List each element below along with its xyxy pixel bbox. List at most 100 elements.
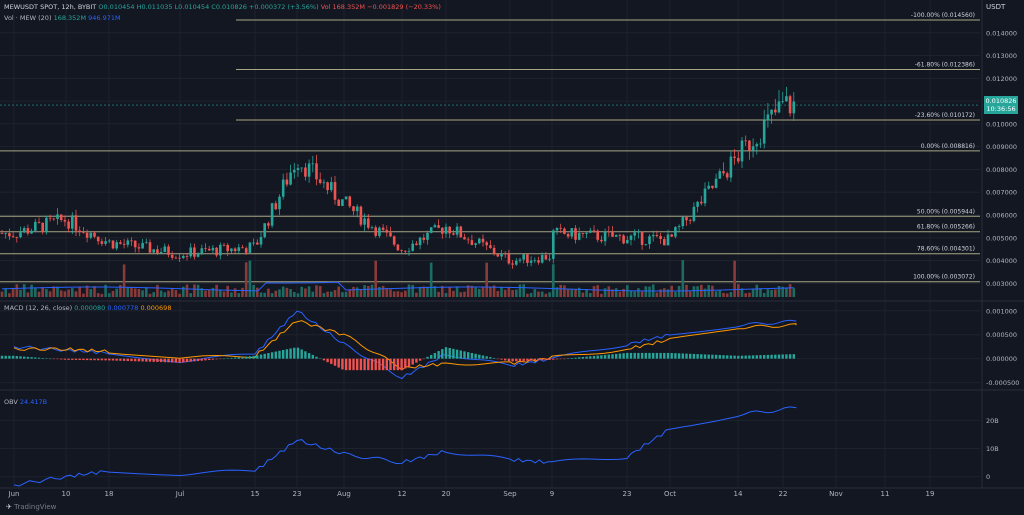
candle-body <box>315 163 318 180</box>
candle-body <box>474 243 477 245</box>
volume-bar <box>300 286 303 297</box>
candle-body <box>122 243 126 245</box>
volume-bar <box>603 288 607 297</box>
macd-histogram-bar <box>370 358 374 371</box>
volume-bar <box>563 285 566 297</box>
macd-histogram-bar <box>696 354 699 359</box>
candle-body <box>774 109 777 113</box>
macd-histogram-bar <box>570 357 573 359</box>
macd-histogram-bar <box>663 352 666 359</box>
candle-body <box>226 244 229 252</box>
macd-histogram-bar <box>285 349 289 359</box>
macd-histogram-bar <box>293 347 296 359</box>
symbol-name[interactable]: MEWUSDT SPOT, 12h, BYBIT <box>4 3 97 11</box>
volume-bar <box>96 293 100 297</box>
volume-bar <box>537 291 540 297</box>
macd-histogram-bar <box>500 358 503 360</box>
macd-histogram-bar <box>337 358 340 368</box>
series-line-macd <box>13 310 797 380</box>
candle-body <box>185 256 189 257</box>
macd-label[interactable]: MACD (12, 26, close) <box>4 304 73 312</box>
fib-level-label: 50.00% (0.005944) <box>917 208 975 215</box>
fib-level-label: -23.60% (0.010172) <box>915 112 975 119</box>
candle-body <box>674 227 677 237</box>
volume-bar <box>474 287 477 297</box>
volume-bar <box>370 284 374 297</box>
candle-body <box>256 242 259 245</box>
volume-bar <box>614 288 618 297</box>
candle-body <box>659 236 662 240</box>
macd-histogram-bar <box>163 358 166 363</box>
volume-bar <box>522 284 525 297</box>
volume-bar <box>122 264 126 297</box>
macd-histogram-bar <box>8 355 11 359</box>
candle-body <box>470 240 474 245</box>
candle-body <box>748 140 751 151</box>
vol2-change: −0.001829 (−20.33%) <box>367 3 441 11</box>
candle-body <box>170 254 174 258</box>
macd-histogram-bar <box>396 358 400 371</box>
volume-bar <box>226 285 229 297</box>
candle-body <box>725 173 729 178</box>
candle-body <box>670 234 673 237</box>
x-tick-label: Sep <box>503 490 517 498</box>
macd-histogram-bar <box>659 352 662 359</box>
candle-body <box>333 182 337 200</box>
candle-body <box>204 248 207 250</box>
volume-bar <box>152 292 155 297</box>
tradingview-watermark[interactable]: ✈ TradingView <box>6 503 56 511</box>
volume-value-2: 946.971M <box>88 14 121 22</box>
volume-bar <box>515 289 518 297</box>
candle-body <box>611 231 614 237</box>
obv-value: 24.417B <box>19 398 48 406</box>
macd-histogram-bar <box>607 354 610 359</box>
volume-bar <box>544 293 548 297</box>
volume-bar <box>274 290 278 297</box>
volume-bar <box>52 286 56 297</box>
volume-bar <box>629 290 633 297</box>
candle-body <box>666 234 670 246</box>
y-tick-label: -0.000500 <box>986 379 1019 387</box>
volume-bar <box>404 290 407 297</box>
macd-histogram-bar <box>515 358 518 362</box>
macd-histogram-bar <box>189 358 192 362</box>
volume-bar <box>22 284 26 297</box>
obv-label[interactable]: OBV <box>4 398 18 406</box>
candle-body <box>729 156 733 178</box>
candle-body <box>115 242 118 249</box>
candle-body <box>570 228 574 237</box>
macd-histogram-bar <box>222 358 226 360</box>
volume-bar <box>648 286 651 297</box>
macd-histogram-bar <box>41 358 44 359</box>
volume-bar <box>141 290 144 297</box>
currency-label[interactable]: USDT <box>986 3 1006 11</box>
candle-body <box>11 236 15 238</box>
volume-label[interactable]: Vol · MEW (20) <box>4 14 52 22</box>
candle-body <box>515 260 518 265</box>
candle-body <box>407 250 411 252</box>
macd-histogram-bar <box>441 349 444 359</box>
candle-body <box>45 217 48 232</box>
volume-bar <box>788 284 792 297</box>
macd-histogram-bar <box>300 349 303 359</box>
volume-bar <box>263 292 266 297</box>
candle-body <box>537 260 540 263</box>
macd-histogram-bar <box>674 353 677 359</box>
y-tick-label: 0.010000 <box>986 120 1017 128</box>
macd-histogram-bar <box>315 356 318 359</box>
volume-bar <box>0 291 4 297</box>
macd-histogram-bar <box>26 356 30 359</box>
candle-body <box>41 222 44 232</box>
macd-histogram-bar <box>430 354 433 359</box>
volume-bar <box>389 289 392 297</box>
candle-body <box>433 225 437 228</box>
candle-body <box>418 237 422 246</box>
volume-bar <box>748 292 751 297</box>
volume-bar <box>574 288 577 297</box>
volume-bar <box>540 291 544 297</box>
macd-histogram-bar <box>629 352 633 359</box>
candle-body <box>737 157 740 162</box>
candle-body <box>681 217 685 227</box>
macd-histogram-bar <box>489 357 492 359</box>
y-tick-label: 0.004000 <box>986 257 1017 265</box>
